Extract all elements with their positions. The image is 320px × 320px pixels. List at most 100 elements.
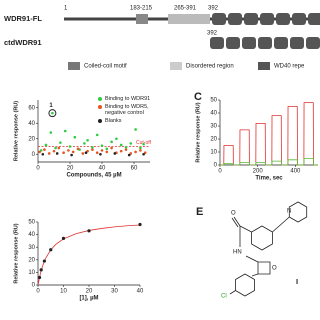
- data-point: [105, 150, 109, 154]
- data-point: [139, 146, 142, 150]
- data-point: [67, 149, 70, 152]
- y-axis-label: Relative response (RU): [195, 102, 201, 162]
- x-tick-label: 20: [86, 289, 93, 295]
- legend-text: WD40 repe: [274, 64, 305, 70]
- coiled-coil-box: [136, 14, 148, 24]
- legend-swatch: [68, 62, 80, 70]
- y-axis-label: Relative response (RU): [13, 101, 19, 161]
- data-point: [62, 151, 65, 154]
- data-point: [95, 151, 99, 154]
- data-point: [110, 140, 113, 144]
- x-axis-label: [1], µM: [79, 296, 98, 302]
- x-tick-label: 400: [290, 169, 301, 175]
- data-point: [81, 152, 85, 155]
- data-point: [127, 153, 131, 157]
- data-point: [54, 146, 57, 150]
- x-tick-label: 0: [36, 289, 40, 295]
- domain-row-name: ctdWDR91: [4, 38, 42, 47]
- legend-text: Disordered region: [186, 64, 234, 70]
- atom-label: HN: [233, 250, 242, 256]
- domain-position: 183-215: [130, 6, 153, 12]
- data-point: [39, 149, 43, 152]
- x-tick-label: 10: [60, 289, 67, 295]
- domain-position: 392: [208, 6, 219, 12]
- x-tick-label: 40: [99, 166, 106, 172]
- y-tick-label: 60: [28, 105, 35, 111]
- data-point: [124, 148, 128, 151]
- data-point: [68, 145, 72, 148]
- data-point: [119, 149, 123, 153]
- panel-label: E: [196, 206, 203, 218]
- data-point: [119, 143, 123, 147]
- domain-position: 1: [64, 6, 68, 12]
- data-point: [139, 149, 142, 152]
- legend-item: Blanks: [98, 118, 160, 125]
- data-point: [134, 150, 137, 154]
- disordered-box: [168, 14, 210, 24]
- data-point: [37, 275, 42, 280]
- legend-marker: [98, 97, 102, 101]
- y-tick-label: 30: [210, 124, 217, 130]
- data-point: [73, 135, 77, 139]
- data-point: [57, 146, 61, 150]
- data-point: [124, 145, 128, 149]
- y-axis-label: Relative response (RU): [13, 223, 19, 283]
- wd40-row: [212, 13, 320, 25]
- wd40-row: [210, 37, 320, 49]
- x-tick-label: 60: [131, 166, 138, 172]
- x-axis-label: Time, sec: [255, 176, 283, 182]
- data-point: [105, 147, 109, 151]
- panel-label: C: [194, 91, 202, 103]
- data-point: [49, 248, 53, 252]
- data-point: [87, 229, 91, 233]
- data-line: [37, 224, 141, 286]
- data-point: [38, 150, 41, 154]
- data-point: [95, 133, 99, 137]
- y-tick-label: 0: [214, 163, 218, 169]
- data-point: [52, 149, 56, 153]
- data-point: [49, 131, 53, 134]
- data-point: [113, 152, 117, 155]
- y-tick-label: 20: [28, 136, 35, 142]
- data-point: [86, 149, 89, 153]
- domain-row-name: WDR91-FL: [4, 14, 42, 23]
- data-point: [41, 152, 45, 156]
- data-point: [84, 151, 88, 154]
- legend-marker: [98, 104, 102, 109]
- data-point: [134, 128, 137, 131]
- y-tick-label: 0: [32, 152, 36, 158]
- y-tick-label: 40: [210, 111, 217, 117]
- x-tick-label: 200: [253, 169, 264, 175]
- x-tick-label: 30: [111, 289, 118, 295]
- data-point: [100, 144, 104, 148]
- legend-text: Blanks: [105, 117, 122, 124]
- data-point: [143, 151, 147, 154]
- legend-text: Binding to WDR91: [105, 96, 151, 102]
- data-line: [220, 102, 318, 166]
- x-tick-label: 20: [67, 166, 74, 172]
- legend-swatch: [170, 62, 182, 70]
- y-tick-label: 50: [210, 98, 217, 104]
- data-point: [142, 142, 145, 146]
- y-tick-label: 40: [28, 232, 35, 238]
- data-point: [129, 142, 133, 145]
- data-point: [59, 141, 62, 144]
- legend-marker: [98, 118, 102, 123]
- annotation-ring: [48, 109, 57, 118]
- y-tick-label: 20: [210, 137, 217, 143]
- data-point: [91, 148, 94, 151]
- data-point: [63, 129, 67, 133]
- y-tick-label: 10: [210, 150, 217, 156]
- cutoff-label: Cut-off: [136, 140, 152, 146]
- data-line: [220, 158, 318, 166]
- annotation: 1: [49, 103, 53, 109]
- data-point: [115, 137, 118, 141]
- data-point: [43, 148, 46, 151]
- data-point: [61, 236, 66, 240]
- legend-item: Binding to WDR91: [98, 96, 160, 103]
- legend-text: Coiled-coil motif: [84, 64, 127, 70]
- data-point: [42, 259, 46, 263]
- data-point: [99, 152, 102, 156]
